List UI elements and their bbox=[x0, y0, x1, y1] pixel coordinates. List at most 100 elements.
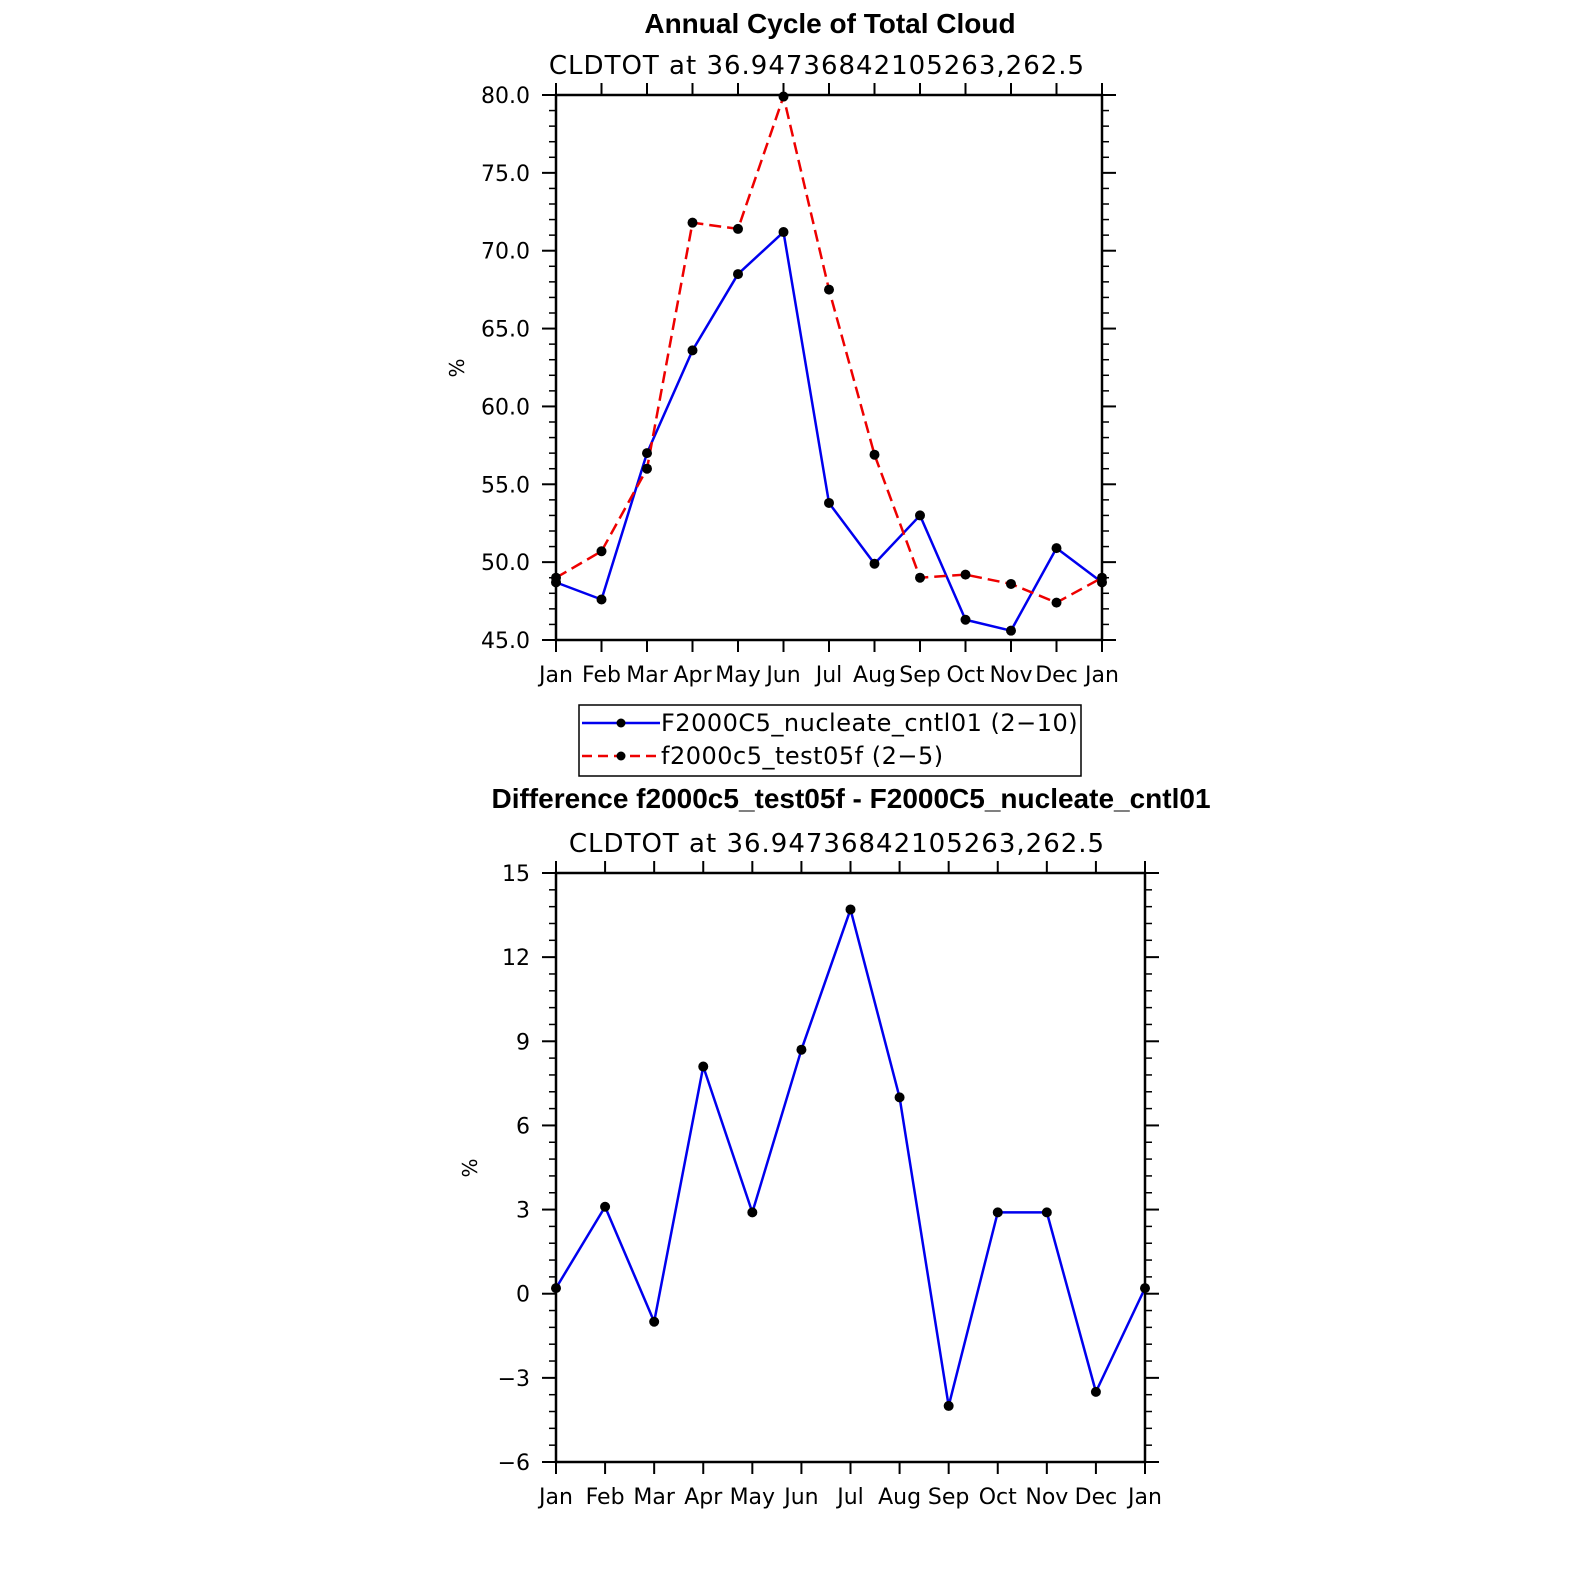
y-tick-label: 75.0 bbox=[481, 162, 530, 187]
x-tick-label: Dec bbox=[1075, 1485, 1118, 1510]
legend-marker-cntl01 bbox=[616, 718, 626, 728]
y-tick-label: 9 bbox=[516, 1030, 530, 1055]
y-tick-label: −6 bbox=[498, 1451, 530, 1476]
series-line-0 bbox=[554, 908, 1147, 1408]
y-tick-label: −3 bbox=[498, 1367, 530, 1392]
x-tick-label: Nov bbox=[1025, 1485, 1068, 1510]
data-point bbox=[960, 569, 971, 580]
data-point bbox=[943, 1400, 954, 1411]
y-tick-label: 55.0 bbox=[481, 473, 530, 498]
data-point bbox=[747, 1207, 758, 1218]
x-tick-label: Sep bbox=[928, 1485, 969, 1510]
y-tick-label: 6 bbox=[516, 1114, 530, 1139]
plot-area: Jan Feb Mar Apr May Jun Jul Aug Sep Oct Nov Dec Jan4… bbox=[481, 83, 1119, 688]
data-point bbox=[642, 463, 652, 474]
x-tick-label: Feb bbox=[582, 663, 621, 688]
difference-panel: Difference f2000c5_test05f - F2000C5_nuc… bbox=[458, 783, 1211, 1510]
data-point bbox=[915, 572, 925, 583]
x-tick-label: Nov bbox=[990, 663, 1033, 688]
x-tick-label: Mar bbox=[633, 1485, 675, 1510]
x-tick-label: May bbox=[730, 1485, 775, 1510]
x-tick-label: Jan bbox=[537, 663, 573, 688]
data-point bbox=[649, 1316, 660, 1327]
data-point bbox=[596, 546, 607, 557]
x-tick-label: Oct bbox=[979, 1485, 1017, 1510]
x-tick-label: Aug bbox=[878, 1485, 921, 1510]
data-point bbox=[1051, 543, 1062, 554]
legend-marker-test05f bbox=[616, 751, 626, 761]
y-tick-label: 50.0 bbox=[481, 551, 530, 576]
data-point bbox=[1090, 1386, 1101, 1397]
data-point bbox=[894, 1092, 905, 1103]
plot-frame bbox=[554, 871, 1147, 1464]
y-tick-label: 3 bbox=[516, 1199, 530, 1224]
x-tick-label: Apr bbox=[673, 663, 712, 688]
data-point bbox=[733, 269, 743, 280]
x-tick-label: Jun bbox=[764, 663, 800, 688]
x-tick-label: Feb bbox=[586, 1485, 625, 1510]
plot-area: Jan Feb Mar Apr May Jun Jul Aug Sep Oct Nov Dec Jan−… bbox=[498, 861, 1162, 1510]
x-tick-label: Dec bbox=[1035, 663, 1078, 688]
data-point bbox=[824, 284, 834, 295]
data-point bbox=[596, 594, 607, 605]
y-axis-label: % bbox=[458, 1158, 482, 1177]
data-point bbox=[869, 449, 880, 460]
legend: F2000C5_nucleate_cntl01 (2−10) f2000c5_t… bbox=[578, 704, 1082, 777]
data-point bbox=[1006, 625, 1016, 636]
data-point bbox=[778, 91, 789, 102]
data-point bbox=[992, 1207, 1003, 1218]
data-point bbox=[687, 217, 698, 228]
chart-subtitle: CLDTOT at 36.94736842105263,262.5 bbox=[549, 51, 1085, 81]
data-point bbox=[600, 1201, 611, 1212]
x-tick-label: Sep bbox=[899, 663, 940, 688]
data-point bbox=[642, 448, 652, 459]
data-point bbox=[869, 558, 880, 569]
x-tick-label: Apr bbox=[684, 1485, 723, 1510]
y-tick-label: 65.0 bbox=[481, 318, 530, 343]
data-point bbox=[824, 497, 834, 508]
chart-title: Annual Cycle of Total Cloud bbox=[644, 8, 1015, 39]
x-tick-label: Oct bbox=[946, 663, 984, 688]
x-tick-label: Mar bbox=[626, 663, 668, 688]
chart-subtitle: CLDTOT at 36.94736842105263,262.5 bbox=[569, 829, 1105, 859]
data-point bbox=[698, 1061, 709, 1072]
data-point bbox=[551, 572, 561, 583]
data-point bbox=[551, 1283, 561, 1294]
series-line-1 bbox=[555, 95, 1103, 604]
y-tick-label: 45.0 bbox=[481, 629, 530, 654]
data-point bbox=[687, 345, 698, 356]
legend-box bbox=[578, 704, 1082, 777]
x-tick-label: Jan bbox=[1126, 1485, 1162, 1510]
data-point bbox=[960, 614, 971, 625]
y-tick-label: 0 bbox=[516, 1283, 530, 1308]
y-tick-label: 70.0 bbox=[481, 240, 530, 265]
x-tick-label: May bbox=[715, 663, 760, 688]
x-tick-label: Jan bbox=[537, 1485, 573, 1510]
x-tick-label: Jul bbox=[835, 1485, 864, 1510]
plot-frame bbox=[554, 93, 1104, 642]
data-point bbox=[796, 1044, 807, 1055]
data-point bbox=[1140, 1283, 1150, 1294]
data-point bbox=[778, 227, 789, 238]
y-tick-label: 60.0 bbox=[481, 395, 530, 420]
y-tick-label: 80.0 bbox=[481, 84, 530, 109]
x-tick-label: Aug bbox=[853, 663, 896, 688]
data-point bbox=[733, 223, 743, 234]
x-tick-label: Jul bbox=[814, 663, 843, 688]
x-tick-label: Jun bbox=[782, 1485, 818, 1510]
data-point bbox=[915, 510, 925, 521]
data-point bbox=[1041, 1207, 1052, 1218]
data-point bbox=[845, 904, 856, 915]
legend-label-cntl01: F2000C5_nucleate_cntl01 (2−10) bbox=[661, 709, 1078, 737]
data-point bbox=[1097, 572, 1107, 583]
y-axis-label: % bbox=[445, 358, 469, 377]
y-tick-label: 12 bbox=[502, 946, 530, 971]
annual-cycle-panel: Annual Cycle of Total Cloud CLDTOT at 36… bbox=[445, 8, 1119, 688]
data-point bbox=[1051, 597, 1062, 608]
legend-label-test05f: f2000c5_test05f (2−5) bbox=[661, 742, 944, 770]
chart-title: Difference f2000c5_test05f - F2000C5_nuc… bbox=[491, 783, 1210, 814]
data-point bbox=[1006, 578, 1016, 589]
y-tick-label: 15 bbox=[502, 862, 530, 887]
x-tick-label: Jan bbox=[1083, 663, 1119, 688]
